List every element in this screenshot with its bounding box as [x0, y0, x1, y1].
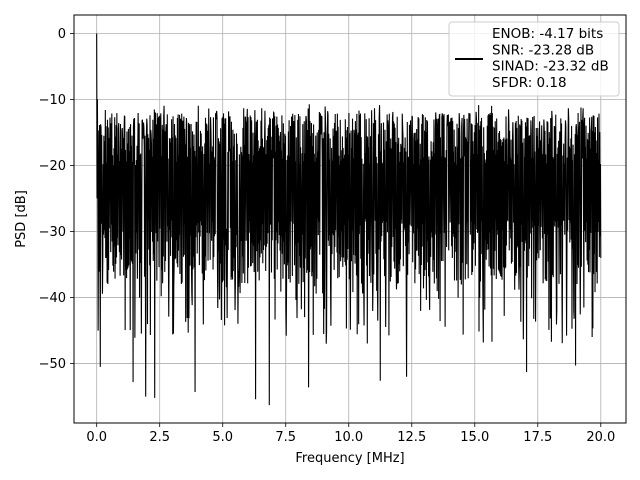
legend-entry-snr: SNR: -23.28 dB — [492, 42, 594, 58]
x-tick-label-0: 0.0 — [86, 430, 107, 445]
y-tick-label-3: −30 — [39, 225, 66, 240]
legend-entry-sfdr: SFDR: 0.18 — [492, 75, 567, 91]
y-tick-label-4: −40 — [39, 291, 66, 306]
legend-entry-enob: ENOB: -4.17 bits — [492, 26, 603, 42]
legend: ENOB: -4.17 bits SNR: -23.28 dB SINAD: -… — [448, 21, 620, 97]
psd-line — [96, 33, 602, 406]
y-tick-label-0: 0 — [58, 27, 66, 42]
legend-entry-sinad: SINAD: -23.32 dB — [492, 59, 609, 75]
y-tick-label-2: −20 — [39, 159, 66, 174]
psd-series — [96, 33, 602, 406]
axes-frame — [73, 14, 627, 424]
x-tick-label-2: 5.0 — [212, 430, 233, 445]
x-tick-label-7: 17.5 — [523, 430, 552, 445]
x-tick-label-6: 15.0 — [460, 430, 489, 445]
y-tick-label-5: −50 — [39, 357, 66, 372]
y-axis-label: PSD [dB] — [14, 190, 29, 248]
x-tick-label-1: 2.5 — [149, 430, 170, 445]
y-axis-ticks: 0 −10 −20 −30 −40 −50 — [39, 27, 74, 372]
x-tick-label-3: 7.5 — [275, 430, 296, 445]
x-axis-label: Frequency [MHz] — [295, 451, 404, 466]
x-axis-ticks: 0.0 2.5 5.0 7.5 10.0 12.5 15.0 17.5 20.0 — [86, 423, 615, 445]
y-tick-label-1: −10 — [39, 93, 66, 108]
x-tick-label-4: 10.0 — [334, 430, 363, 445]
legend-box — [448, 21, 620, 97]
x-tick-label-8: 20.0 — [586, 430, 615, 445]
x-tick-label-5: 12.5 — [397, 430, 426, 445]
